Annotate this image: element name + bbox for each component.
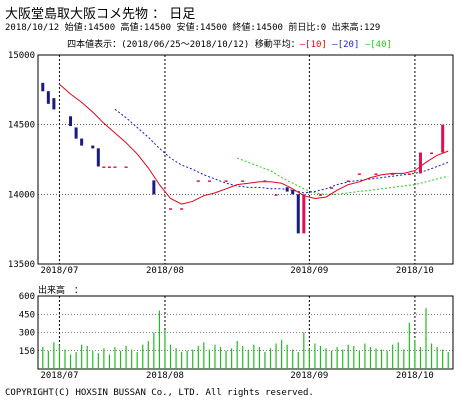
candle-body: [357, 173, 361, 175]
candle-body: [207, 180, 211, 182]
ma40-legend-line: ―: [364, 40, 371, 50]
candle-body: [41, 82, 45, 92]
candle-body: [296, 194, 300, 234]
ma40-line: [237, 157, 449, 195]
candle-body: [124, 166, 128, 168]
high-label: 高値:: [120, 23, 144, 33]
volume-month-label: 2018/07: [40, 371, 78, 381]
ohlc-range: (2018/06/25～2018/10/12): [121, 40, 250, 50]
ma20-line: [114, 108, 449, 194]
change-value: 0: [320, 23, 327, 33]
price-tick-label: 15000: [8, 51, 35, 61]
volume-title: 出来高 ：: [38, 286, 84, 296]
candle-body: [69, 116, 73, 127]
candle-body: [224, 180, 228, 182]
candle-body: [169, 208, 173, 210]
low-value: 14500: [199, 23, 227, 33]
candle-body: [107, 166, 111, 168]
ohlc-legend: 四本値表示：(2018/06/25～2018/10/12) 移動平均：―[10]…: [0, 37, 459, 50]
ohlc-label: 四本値表示：: [67, 40, 122, 50]
volume-month-label: 2018/10: [396, 371, 434, 381]
candle-body: [346, 180, 350, 182]
volume-tick-label: 300: [19, 329, 35, 339]
volume-month-label: 2018/09: [290, 371, 328, 381]
candle-body: [180, 208, 184, 210]
quote-line: 2018/10/12 始値:14500 高値:14500 安値:14500 終値…: [5, 20, 380, 33]
price-tick-label: 13500: [8, 260, 35, 270]
ma20-legend: [20]: [337, 40, 360, 50]
ma-label: 移動平均：: [254, 40, 300, 50]
candle-body: [52, 98, 56, 110]
ma20-legend-line: ―: [332, 40, 338, 50]
price-month-label: 2018/07: [40, 266, 78, 276]
candle-body: [441, 124, 445, 153]
candle-body: [418, 152, 422, 174]
candle-body: [80, 138, 84, 146]
candle-body: [74, 127, 78, 139]
candle-body: [263, 180, 267, 182]
volume-value: 129: [364, 23, 381, 33]
open-value: 14500: [88, 23, 116, 33]
volume-label: 出来高:: [331, 23, 365, 33]
copyright: COPYRIGHT(C) HOXSIN BUSSAN Co., LTD. All…: [5, 388, 314, 398]
volume-tick-label: 150: [19, 347, 35, 357]
high-value: 14500: [143, 23, 172, 33]
candle-body: [285, 187, 289, 192]
price-tick-label: 14000: [8, 190, 35, 200]
candle-body: [152, 180, 156, 195]
close-label: 終値:: [232, 23, 256, 33]
price-plot-frame: [37, 54, 454, 265]
candle-body: [302, 194, 306, 234]
candle-body: [291, 190, 295, 195]
candle-body: [430, 152, 434, 155]
candle-body: [330, 187, 334, 189]
change-label: 前日比:: [288, 23, 321, 33]
chart-title: 大阪堂島取大阪コメ先物 ： 日足: [5, 7, 196, 22]
low-label: 安値:: [176, 23, 200, 33]
price-month-label: 2018/10: [396, 266, 434, 276]
price-month-label: 2018/08: [146, 266, 184, 276]
candle-body: [241, 180, 245, 182]
candle-body: [407, 173, 411, 175]
candle-body: [102, 166, 106, 168]
price-tick-label: 14500: [8, 121, 35, 131]
ma40-legend: [40]: [370, 40, 392, 50]
volume-month-label: 2018/08: [146, 371, 184, 381]
candle-body: [318, 194, 322, 196]
ma10-legend-line: ―: [299, 40, 306, 50]
volume-tick-label: 600: [19, 292, 35, 302]
candle-body: [391, 173, 395, 175]
candle-body: [196, 180, 200, 182]
close-value: 14500: [255, 23, 283, 33]
candle-body: [91, 145, 95, 149]
candle-body: [46, 91, 50, 104]
ma10-line: [59, 83, 449, 205]
quote-date: 2018/10/12: [5, 23, 60, 33]
ma10-legend: [10]: [305, 40, 327, 50]
price-month-label: 2018/09: [290, 266, 328, 276]
candle-body: [274, 194, 278, 196]
candle-body: [374, 173, 378, 175]
open-label: 始値:: [64, 23, 89, 33]
candle-body: [96, 148, 100, 167]
candle-body: [113, 166, 117, 168]
volume-tick-label: 450: [19, 310, 35, 320]
